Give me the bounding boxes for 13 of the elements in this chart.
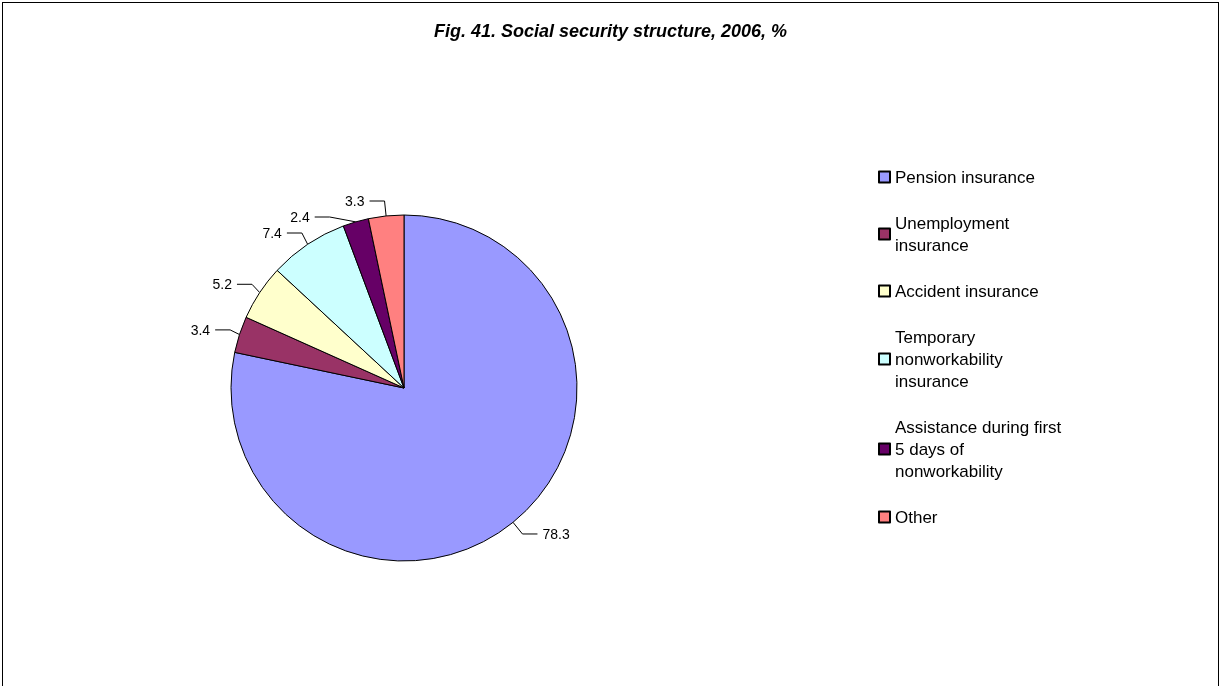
legend-label: Unemployment insurance: [895, 213, 1015, 255]
legend-label: Pension insurance: [895, 167, 1035, 187]
legend-label: Temporary nonworkability insurance: [895, 327, 1008, 391]
data-label: 5.2: [212, 276, 233, 293]
data-label: 3.3: [345, 193, 365, 210]
legend-label: Accident insurance: [895, 281, 1039, 301]
data-label: 2.4: [290, 209, 310, 226]
legend-label: Other: [895, 507, 938, 527]
data-label: 7.4: [262, 225, 283, 242]
data-label: 78.3: [542, 525, 570, 542]
data-label: 3.4: [190, 321, 211, 338]
legend-label: Assistance during first 5 days of nonworkability: [895, 417, 1067, 481]
chart-title: Fig. 41. Social security structure, 2006, %: [433, 21, 788, 41]
